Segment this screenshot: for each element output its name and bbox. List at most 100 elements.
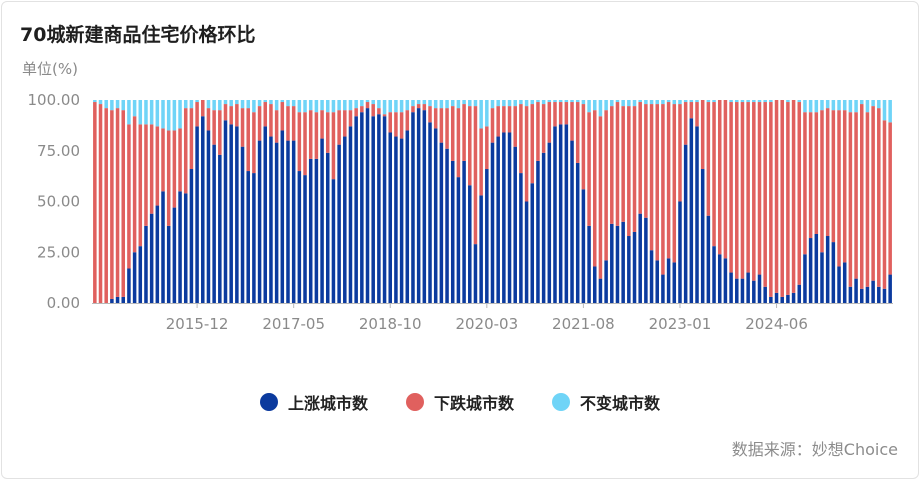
bar-up: [314, 158, 319, 303]
bar-up: [291, 140, 296, 303]
bar-up: [524, 201, 529, 303]
bar-flat: [439, 100, 444, 109]
bar-down: [445, 108, 449, 149]
bar-flat: [416, 100, 421, 105]
bar-up: [428, 122, 432, 303]
bar-down: [308, 110, 313, 159]
bar-flat: [127, 100, 131, 125]
bar-up: [468, 185, 472, 303]
bar-down: [439, 108, 444, 143]
bar-up: [325, 152, 330, 303]
bar-down: [695, 102, 699, 127]
bar-flat: [649, 100, 654, 105]
bar-down: [615, 102, 620, 226]
bar-down: [377, 108, 381, 115]
bar-down: [803, 112, 807, 255]
bar-up: [661, 274, 665, 303]
bar-flat: [735, 100, 739, 103]
bar-up: [257, 140, 262, 303]
bar-down: [524, 106, 529, 202]
bar-flat: [621, 100, 625, 107]
bar-down: [399, 112, 404, 139]
bar-up: [132, 252, 137, 303]
y-tick-label: 50.00: [37, 193, 80, 211]
bar-down: [93, 102, 97, 303]
bar-flat: [121, 100, 125, 111]
bar-flat: [638, 100, 642, 103]
x-tick-label: 2024-06: [745, 315, 808, 333]
bar-flat: [325, 100, 330, 113]
bar-down: [825, 108, 830, 237]
legend-item-down[interactable]: 下跌城市数: [405, 390, 514, 414]
bar-up: [814, 233, 819, 303]
bar-up: [842, 262, 847, 303]
bar-down: [530, 104, 535, 184]
bar-up: [223, 120, 228, 303]
bar-down: [229, 106, 233, 125]
x-tick-label: 2015-12: [166, 315, 229, 333]
bar-up: [763, 286, 767, 303]
bar-flat: [303, 100, 307, 113]
bar-flat: [274, 100, 279, 111]
bar-up: [343, 136, 347, 303]
bar-flat: [229, 100, 233, 107]
bar-flat: [496, 100, 500, 107]
bar-down: [354, 108, 358, 117]
bar-flat: [115, 100, 120, 109]
bar-up: [859, 288, 864, 303]
bar-flat: [644, 100, 648, 105]
bar-down: [110, 110, 114, 299]
bar-up: [825, 236, 830, 303]
x-tick-label: 2021-08: [552, 315, 615, 333]
bar-flat: [655, 100, 659, 105]
bar-up: [888, 274, 892, 303]
bar-down: [303, 112, 307, 176]
bar-up: [240, 146, 245, 303]
bar-up: [564, 124, 569, 303]
bar-flat: [218, 100, 222, 111]
bar-up: [820, 252, 824, 303]
bar-flat: [161, 100, 165, 129]
bar-down: [763, 102, 767, 287]
bar-flat: [757, 100, 762, 103]
y-tick-label: 0.00: [47, 294, 80, 312]
bar-flat: [155, 100, 160, 127]
bar-flat: [360, 100, 364, 107]
bar-flat: [820, 100, 824, 111]
legend-dot-flat: [552, 393, 570, 411]
bar-down: [189, 108, 194, 170]
bar-up: [360, 112, 364, 304]
bar-up: [848, 286, 853, 303]
bar-up: [462, 160, 466, 303]
bar-up: [450, 160, 455, 303]
legend-item-flat[interactable]: 不变城市数: [552, 390, 660, 414]
legend-item-up[interactable]: 上涨城市数: [259, 390, 368, 414]
bar-up: [774, 292, 779, 303]
x-tick-label: 2020-03: [455, 315, 518, 333]
bar-down: [405, 110, 410, 131]
bar-up: [513, 146, 517, 303]
bar-flat: [377, 100, 381, 109]
bar-flat: [235, 100, 239, 105]
bar-up: [598, 278, 603, 303]
bar-up: [632, 231, 637, 303]
bar-flat: [502, 100, 506, 107]
bar-down: [115, 108, 120, 297]
bar-flat: [587, 100, 591, 113]
bar-down: [155, 126, 160, 206]
bar-up: [269, 136, 273, 303]
bar-up: [388, 132, 392, 303]
bar-up: [536, 160, 540, 303]
bar-down: [286, 106, 290, 141]
bar-flat: [763, 100, 767, 103]
bar-down: [490, 108, 495, 143]
bar-flat: [411, 100, 415, 107]
bar-down: [854, 112, 858, 279]
bar-down: [149, 124, 154, 214]
x-tick-label: 2017-05: [262, 315, 325, 333]
bar-flat: [223, 100, 228, 105]
bar-up: [218, 154, 222, 303]
bar-down: [735, 102, 739, 279]
bar-down: [700, 100, 705, 170]
bar-down: [791, 100, 796, 293]
